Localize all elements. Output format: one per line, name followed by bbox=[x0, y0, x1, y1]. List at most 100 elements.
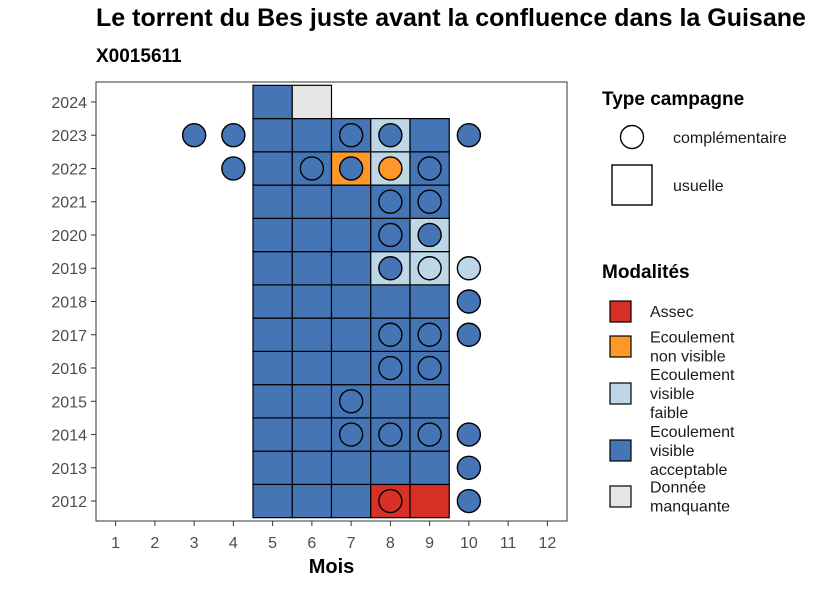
tile-2017-6 bbox=[291, 317, 333, 352]
tile-2015-8 bbox=[370, 384, 411, 419]
legend-label-modalite: Donnée manquante bbox=[650, 480, 730, 516]
tile-2023-5 bbox=[252, 117, 293, 153]
legend-title-type-campagne: Type campagne bbox=[602, 89, 744, 110]
tile-2019-6 bbox=[291, 251, 333, 286]
chart-title: Le torrent du Bes juste avant la conflue… bbox=[96, 4, 806, 32]
tile-2024-5 bbox=[252, 84, 293, 120]
y-tick-label: 2024 bbox=[51, 95, 87, 112]
tile-2018-9 bbox=[409, 284, 450, 319]
point-2015-7 bbox=[338, 389, 364, 414]
legend-key-circle bbox=[619, 124, 645, 150]
point-2023-4 bbox=[221, 123, 246, 148]
point-2012-8 bbox=[378, 488, 403, 514]
tile-2012-9 bbox=[409, 483, 450, 519]
x-tick-label: 7 bbox=[347, 535, 356, 552]
tile-2021-6 bbox=[291, 184, 333, 219]
point-2022-4 bbox=[221, 156, 246, 181]
tile-2020-6 bbox=[291, 217, 333, 253]
tile-2013-9 bbox=[409, 450, 450, 486]
legend: Type campagne complémentaire usuelle Modali… bbox=[602, 89, 787, 516]
y-tick-label: 2022 bbox=[51, 161, 87, 178]
point-2023-3 bbox=[181, 123, 207, 148]
y-tick-label: 2018 bbox=[51, 295, 87, 312]
tile-2014-6 bbox=[291, 417, 333, 452]
x-tick-label: 6 bbox=[307, 535, 316, 552]
tile-2019-7 bbox=[330, 251, 372, 286]
tile-2013-6 bbox=[291, 450, 333, 486]
y-tick-label: 2019 bbox=[51, 261, 87, 278]
point-2014-7 bbox=[338, 422, 364, 447]
y-tick-label: 2016 bbox=[51, 361, 87, 378]
y-tick-label: 2017 bbox=[51, 328, 87, 345]
point-2014-8 bbox=[378, 422, 403, 447]
y-axis: 2012 2013 2014 2015 2016 2017 2018 2019 2020 2021… bbox=[51, 95, 96, 511]
tile-2023-6 bbox=[291, 117, 333, 153]
y-tick-label: 2020 bbox=[51, 228, 87, 245]
x-axis: 1 2 3 4 5 6 7 8 9 10 11 12 bbox=[111, 521, 556, 552]
tile-2015-9 bbox=[409, 384, 450, 419]
point-2022-7 bbox=[338, 156, 364, 181]
legend-key-modalite bbox=[609, 335, 632, 358]
x-tick-label: 9 bbox=[425, 535, 434, 552]
x-tick-label: 8 bbox=[386, 535, 395, 552]
legend-key-modalite bbox=[609, 300, 632, 323]
point-2017-8 bbox=[378, 322, 403, 347]
point-2023-7 bbox=[338, 123, 364, 148]
y-tick-label: 2013 bbox=[51, 461, 87, 478]
x-tick-label: 12 bbox=[538, 535, 556, 552]
point-2014-10 bbox=[456, 422, 482, 447]
x-tick-label: 3 bbox=[190, 535, 199, 552]
y-tick-label: 2021 bbox=[51, 195, 87, 212]
y-tick-label: 2014 bbox=[51, 428, 87, 445]
tile-2022-5 bbox=[252, 151, 293, 186]
point-2019-8 bbox=[378, 256, 403, 281]
point-2017-9 bbox=[417, 322, 442, 347]
point-2012-10 bbox=[456, 488, 482, 514]
point-2021-8 bbox=[378, 189, 403, 214]
tile-2018-5 bbox=[252, 284, 293, 319]
point-2022-9 bbox=[417, 156, 442, 181]
point-2014-9 bbox=[417, 422, 442, 447]
point-2020-8 bbox=[378, 222, 403, 248]
tile-2016-5 bbox=[252, 350, 293, 386]
y-tick-label: 2023 bbox=[51, 128, 87, 145]
tile-2015-5 bbox=[252, 384, 293, 419]
legend-label-complementaire: complémentaire bbox=[673, 130, 787, 147]
x-axis-title: Mois bbox=[309, 556, 355, 578]
legend-label-modalite: Ecoulement non visible bbox=[650, 330, 735, 366]
legend-key-modalite bbox=[609, 485, 632, 508]
complementaire-points bbox=[181, 123, 482, 514]
tile-2023-9 bbox=[409, 117, 450, 153]
point-2020-9 bbox=[417, 222, 442, 248]
tile-2016-6 bbox=[291, 350, 333, 386]
tile-2013-5 bbox=[252, 450, 293, 486]
point-2019-10 bbox=[456, 256, 482, 281]
point-2016-9 bbox=[417, 355, 442, 381]
chart-subtitle: X0015611 bbox=[96, 46, 182, 67]
point-2019-9 bbox=[417, 256, 442, 281]
y-tick-label: 2012 bbox=[51, 494, 87, 511]
y-tick-label: 2015 bbox=[51, 394, 87, 411]
legend-label-modalite: Ecoulement visible faible bbox=[650, 367, 735, 422]
usuelle-tiles bbox=[252, 84, 450, 519]
tile-2013-8 bbox=[370, 450, 411, 486]
point-2023-8 bbox=[378, 123, 403, 148]
tile-2018-6 bbox=[291, 284, 333, 319]
tile-2020-5 bbox=[252, 217, 293, 253]
legend-key-modalite bbox=[609, 382, 632, 405]
legend-key-square bbox=[611, 164, 653, 206]
tile-2017-5 bbox=[252, 317, 293, 352]
legend-label-modalite: Ecoulement visible acceptable bbox=[650, 424, 735, 479]
tile-2013-7 bbox=[330, 450, 372, 486]
point-2013-10 bbox=[456, 455, 482, 480]
tile-2014-5 bbox=[252, 417, 293, 452]
tile-2012-5 bbox=[252, 483, 293, 519]
point-2022-8 bbox=[378, 156, 403, 181]
tile-2018-7 bbox=[330, 284, 372, 319]
tile-2018-8 bbox=[370, 284, 411, 319]
x-tick-label: 2 bbox=[150, 535, 159, 552]
point-2023-10 bbox=[456, 123, 482, 148]
x-tick-label: 4 bbox=[229, 535, 238, 552]
legend-key-modalite bbox=[609, 439, 632, 462]
